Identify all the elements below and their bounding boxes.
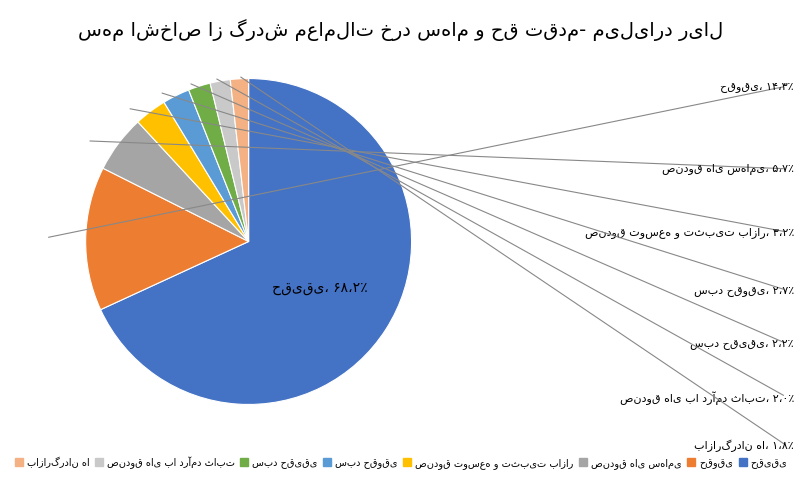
Wedge shape [210,80,249,242]
Text: صندوق های سهامی، ۵،۷٪: صندوق های سهامی، ۵،۷٪ [662,164,794,175]
Wedge shape [100,79,411,405]
Legend: بازارگردان ها, صندوق های با درآمد ثابت, سبد حقیقی, سبد حقوقی, صندوق توسعه و تثبی: بازارگردان ها, صندوق های با درآمد ثابت, … [12,453,790,471]
Text: سبد حقوقی، ۲،۷٪: سبد حقوقی، ۲،۷٪ [694,286,794,295]
Text: حقوقی، ۱۴،۳٪: حقوقی، ۱۴،۳٪ [720,82,794,92]
Text: حقیقی، ۶۸،۲٪: حقیقی، ۶۸،۲٪ [272,281,367,295]
Text: سبد حقیقی، ۲،۲٪: سبد حقیقی، ۲،۲٪ [691,339,794,348]
Wedge shape [103,122,249,242]
Text: سهم اشخاص از گردش معاملات خرد سهام و حق تقدم- میلیارد ریال: سهم اشخاص از گردش معاملات خرد سهام و حق … [79,19,723,41]
Wedge shape [230,79,249,242]
Wedge shape [188,84,249,242]
Text: بازارگردان ها، ۱،۸٪: بازارگردان ها، ۱،۸٪ [695,439,794,452]
Wedge shape [86,169,249,310]
Wedge shape [164,91,249,242]
Wedge shape [138,103,249,242]
Text: صندوق های با درآمد ثابت، ۲،۰٪: صندوق های با درآمد ثابت، ۲،۰٪ [620,390,794,404]
Text: صندوق توسعه و تثبیت بازار، ۳،۲٪: صندوق توسعه و تثبیت بازار، ۳،۲٪ [585,227,794,238]
